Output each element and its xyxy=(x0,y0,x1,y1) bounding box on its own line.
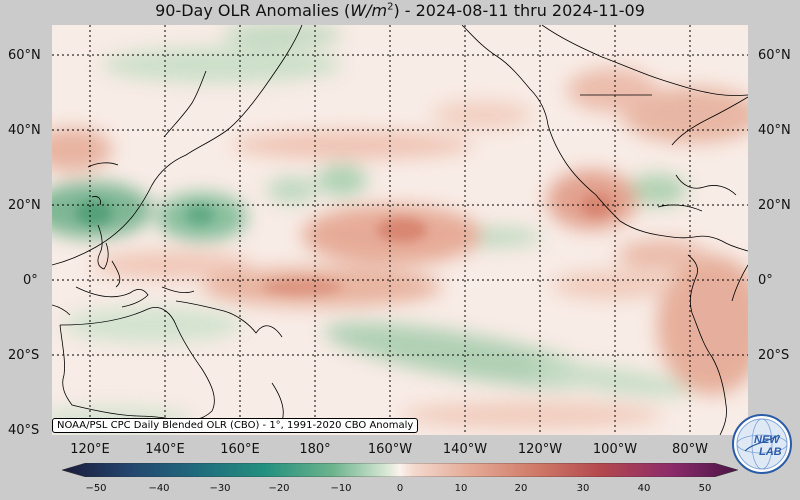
lat-label-60n-left: 60°N xyxy=(8,48,41,63)
colorbar-tick-minus40: −40 xyxy=(148,483,170,494)
colorbar-tick-30: 30 xyxy=(576,483,590,494)
lon-label-100w: 100°W xyxy=(592,442,638,457)
lat-label-40n-right: 40°N xyxy=(758,123,791,138)
lat-label-60n-right: 60°N xyxy=(758,48,791,63)
colorbar-tick-50: 50 xyxy=(698,483,712,494)
colorbar xyxy=(62,463,738,477)
lat-label-20s-right: 20°S xyxy=(758,348,790,363)
colorbar-tick-minus20: −20 xyxy=(268,483,290,494)
colorbar-tick-minus10: −10 xyxy=(330,483,352,494)
lat-label-equator-right: 0° xyxy=(758,273,773,288)
colorbar-tick-minus50: −50 xyxy=(85,483,107,494)
lon-label-140e: 140°E xyxy=(145,442,185,457)
lon-label-80w: 80°W xyxy=(672,442,708,457)
colorbar-tick-minus30: −30 xyxy=(209,483,231,494)
svg-text:NEW: NEW xyxy=(754,434,781,446)
lat-label-20n-left: 20°N xyxy=(8,198,41,213)
lon-label-180: 180° xyxy=(299,442,331,457)
colorbar-tick-20: 20 xyxy=(514,483,528,494)
lat-label-40n-left: 40°N xyxy=(8,123,41,138)
lon-label-160e: 160°E xyxy=(220,442,260,457)
colorbar-tick-40: 40 xyxy=(637,483,651,494)
data-source-credit: NOAA/PSL CPC Daily Blended OLR (CBO) - 1… xyxy=(52,418,419,433)
lat-label-equator-left: 0° xyxy=(23,273,38,288)
colorbar-tick-0: 0 xyxy=(396,483,404,494)
lat-label-40s-left: 40°S xyxy=(8,423,40,438)
lon-label-160w: 160°W xyxy=(367,442,413,457)
lat-label-20n-right: 20°N xyxy=(758,198,791,213)
map-title: 90-Day OLR Anomalies (W/m2) - 2024-08-11… xyxy=(155,1,645,20)
newlab-logo[interactable]: NEW LAB xyxy=(731,413,793,475)
lat-label-20s-left: 20°S xyxy=(8,348,40,363)
svg-text:LAB: LAB xyxy=(759,446,782,458)
lon-label-120e: 120°E xyxy=(70,442,110,457)
colorbar-tick-10: 10 xyxy=(454,483,468,494)
olr-anomaly-map xyxy=(52,25,748,435)
lon-label-120w: 120°W xyxy=(517,442,563,457)
lon-label-140w: 140°W xyxy=(442,442,488,457)
